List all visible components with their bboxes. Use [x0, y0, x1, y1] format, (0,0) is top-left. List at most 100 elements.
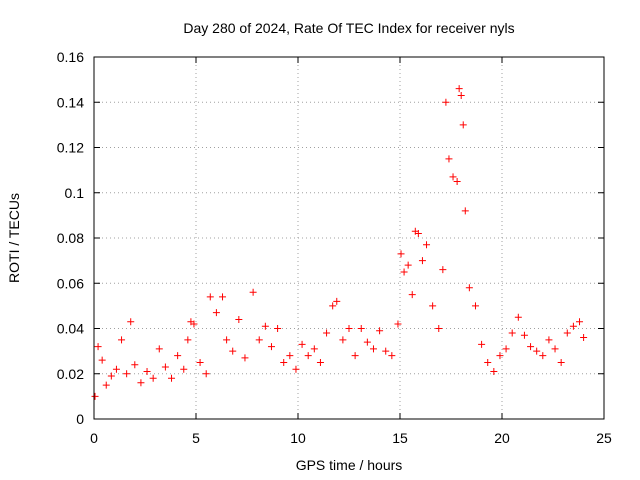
- data-point: [471, 302, 479, 310]
- data-point: [520, 331, 528, 339]
- data-point: [98, 356, 106, 364]
- data-point: [329, 302, 337, 310]
- data-point: [423, 241, 431, 249]
- data-point: [449, 173, 457, 181]
- data-point: [397, 250, 405, 258]
- data-point: [408, 291, 416, 299]
- data-point: [429, 302, 437, 310]
- y-tick-label: 0: [76, 411, 84, 427]
- x-tick-label: 25: [596, 430, 612, 446]
- data-point: [196, 358, 204, 366]
- data-point: [298, 340, 306, 348]
- data-point: [241, 354, 249, 362]
- data-point: [357, 325, 365, 332]
- chart-title: Day 280 of 2024, Rate Of TEC Index for r…: [183, 20, 514, 36]
- data-point: [539, 352, 547, 360]
- data-point: [465, 284, 473, 292]
- data-point: [206, 293, 214, 301]
- data-point: [442, 98, 450, 106]
- data-point: [551, 345, 559, 353]
- data-point: [202, 370, 210, 378]
- data-point: [223, 336, 231, 344]
- data-point: [180, 365, 188, 373]
- data-point: [376, 327, 384, 335]
- data-point: [439, 266, 447, 274]
- data-point: [502, 345, 510, 353]
- data-point: [261, 322, 269, 330]
- data-point: [445, 155, 453, 163]
- data-point: [576, 318, 584, 326]
- data-point: [351, 352, 359, 360]
- data-point: [508, 329, 516, 337]
- y-tick-label: 0.12: [57, 140, 84, 156]
- data-point: [184, 336, 192, 344]
- data-point: [339, 336, 347, 344]
- data-point: [514, 313, 522, 321]
- data-point: [394, 320, 402, 328]
- y-tick-label: 0.1: [65, 185, 85, 201]
- data-point: [91, 392, 99, 400]
- y-tick-label: 0.02: [57, 366, 84, 382]
- data-point: [131, 361, 139, 369]
- data-point: [190, 320, 198, 328]
- data-point: [404, 261, 412, 269]
- data-point: [274, 325, 282, 332]
- data-point: [316, 358, 324, 366]
- data-point: [107, 372, 115, 380]
- data-point: [219, 293, 227, 301]
- data-point: [459, 121, 467, 129]
- data-point: [557, 358, 565, 366]
- data-point: [102, 381, 110, 389]
- data-point: [143, 367, 151, 375]
- x-tick-label: 20: [494, 430, 510, 446]
- data-point: [527, 343, 535, 351]
- data-point: [123, 370, 131, 378]
- data-point: [112, 365, 120, 373]
- data-point: [345, 325, 353, 332]
- y-axis-label: ROTI / TECUs: [6, 193, 22, 283]
- data-point: [453, 177, 461, 185]
- data-point: [533, 347, 541, 355]
- data-point: [569, 322, 577, 330]
- x-tick-label: 10: [290, 430, 306, 446]
- data-point: [455, 85, 463, 93]
- data-point: [229, 347, 237, 355]
- data-point: [310, 345, 318, 353]
- y-tick-label: 0.04: [57, 321, 84, 337]
- data-point: [212, 309, 220, 317]
- data-point: [149, 374, 157, 382]
- data-point: [333, 297, 341, 305]
- data-point: [461, 207, 469, 215]
- data-point: [137, 379, 145, 387]
- data-point: [161, 363, 169, 371]
- data-points: [91, 85, 588, 400]
- x-tick-label: 15: [392, 430, 408, 446]
- x-tick-label: 0: [90, 430, 98, 446]
- y-tick-label: 0.16: [57, 49, 84, 65]
- data-point: [382, 347, 390, 355]
- data-point: [118, 336, 126, 344]
- y-tick-label: 0.06: [57, 275, 84, 291]
- x-axis-label: GPS time / hours: [296, 457, 403, 473]
- data-point: [168, 374, 176, 382]
- data-point: [496, 352, 504, 360]
- axis-ticks: 0 5 10 15 20 25 0 0.02 0.04 0.06 0.08 0.1 0.12 0.14 0.…: [57, 49, 612, 446]
- data-point: [545, 336, 553, 344]
- data-point: [280, 358, 288, 366]
- data-point: [563, 329, 571, 337]
- data-point: [94, 343, 102, 351]
- data-point: [323, 329, 331, 337]
- data-point: [174, 352, 182, 360]
- data-point: [267, 343, 275, 351]
- data-point: [457, 91, 465, 99]
- data-point: [388, 352, 396, 360]
- y-tick-label: 0.14: [57, 94, 84, 110]
- data-point: [255, 336, 263, 344]
- data-point: [127, 318, 135, 326]
- data-point: [418, 257, 426, 265]
- y-tick-label: 0.08: [57, 230, 84, 246]
- data-point: [478, 340, 486, 348]
- x-tick-label: 5: [192, 430, 200, 446]
- data-point: [304, 352, 312, 360]
